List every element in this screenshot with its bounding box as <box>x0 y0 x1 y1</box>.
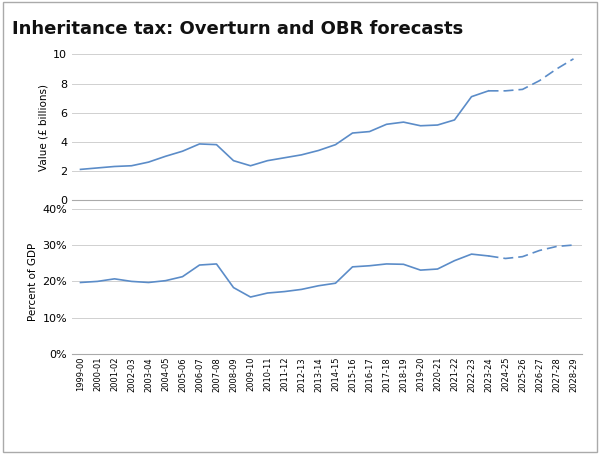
Text: Inheritance tax: Overturn and OBR forecasts: Inheritance tax: Overturn and OBR foreca… <box>12 20 463 39</box>
Y-axis label: Percent of GDP: Percent of GDP <box>28 242 38 321</box>
Y-axis label: Value (£ billions): Value (£ billions) <box>39 84 49 171</box>
